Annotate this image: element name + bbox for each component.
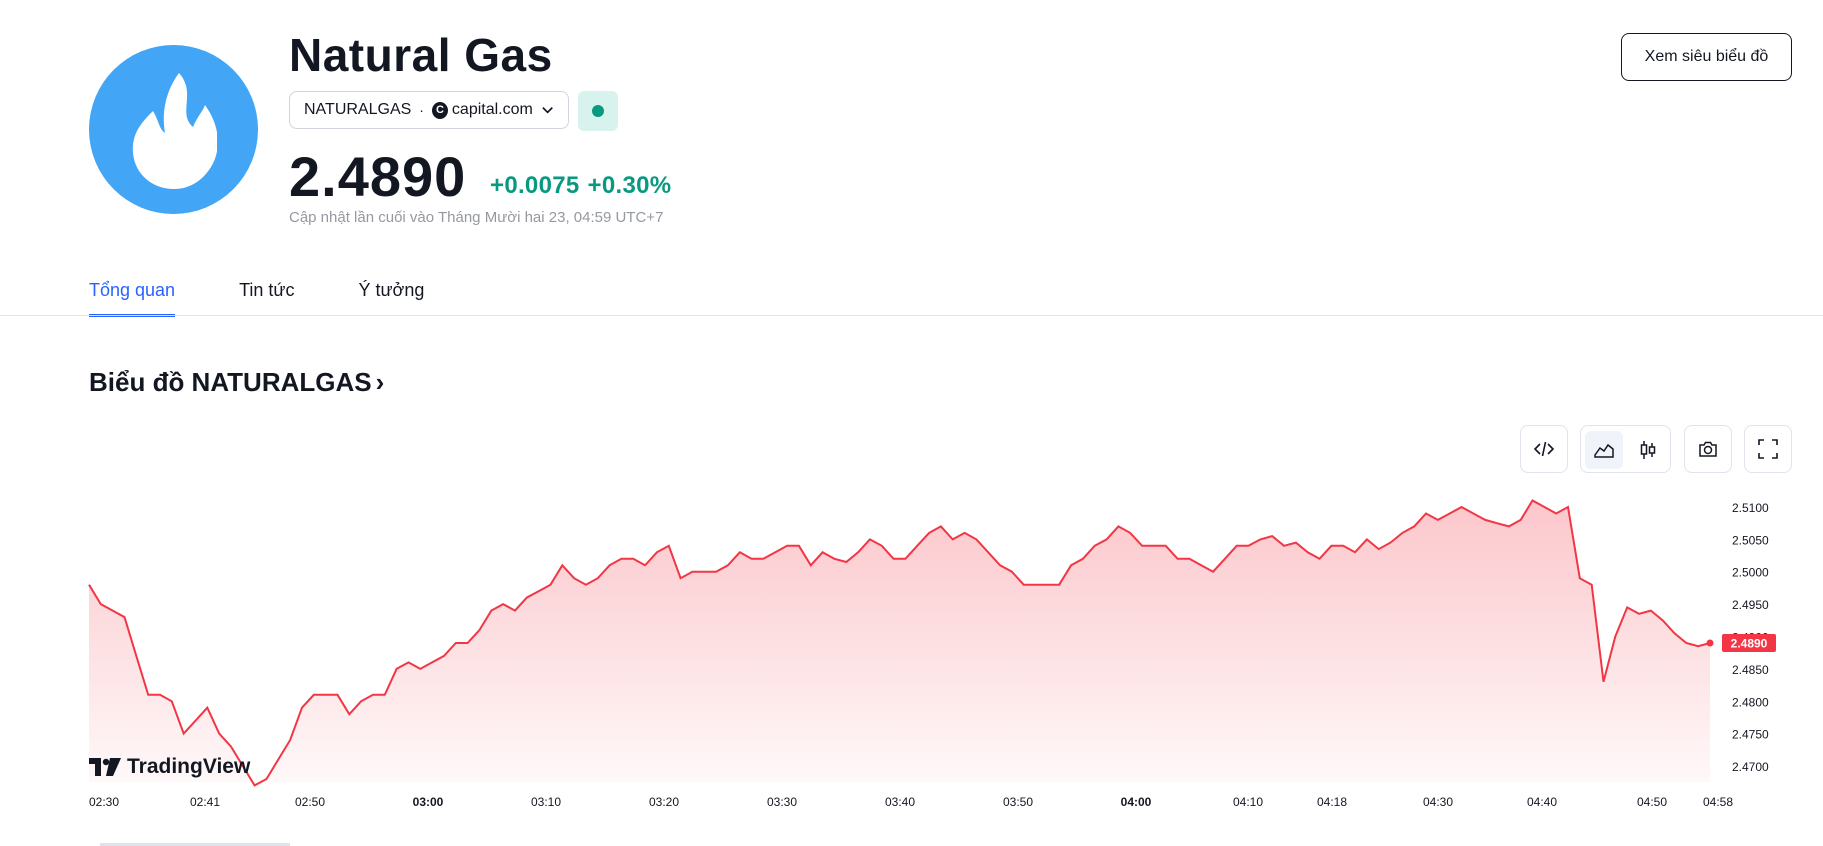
fullscreen-button[interactable]	[1744, 425, 1792, 473]
y-tick-label: 2.4750	[1732, 728, 1769, 742]
x-tick-label: 04:18	[1317, 795, 1347, 809]
scroll-indicator	[100, 843, 290, 846]
y-tick-label: 2.4950	[1732, 598, 1769, 612]
change-absolute: +0.0075	[490, 172, 580, 199]
last-point-marker	[1706, 639, 1714, 647]
capital-com-icon: C	[431, 101, 448, 119]
x-tick-label: 04:40	[1527, 795, 1557, 809]
y-tick-label: 2.5000	[1732, 566, 1769, 580]
price-change: +0.0075 +0.30%	[490, 172, 671, 200]
x-tick-label: 04:00	[1121, 795, 1152, 809]
last-value-badge	[1722, 634, 1776, 652]
tradingview-logo-icon	[89, 758, 121, 776]
separator-dot: ·	[419, 102, 424, 118]
flame-icon	[132, 72, 217, 189]
x-tick-label: 04:30	[1423, 795, 1453, 809]
tradingview-label: TradingView	[127, 755, 251, 778]
price-line	[88, 499, 1711, 787]
y-tick-label: 2.4850	[1732, 663, 1769, 677]
x-tick-label: 04:50	[1637, 795, 1667, 809]
x-tick-label: 03:00	[413, 795, 444, 809]
y-tick-label: 2.5100	[1732, 501, 1769, 515]
candlestick-icon	[1640, 441, 1656, 459]
area-chart-icon	[1594, 443, 1614, 458]
tab-divider	[0, 315, 1823, 316]
embed-code-icon	[1533, 441, 1555, 457]
x-tick-label: 03:10	[531, 795, 561, 809]
snapshot-button[interactable]	[1684, 425, 1732, 473]
y-tick-label: 2.4700	[1732, 760, 1769, 774]
market-status-badge[interactable]	[578, 91, 618, 131]
change-percent: +0.30%	[587, 172, 672, 199]
tab-news[interactable]: Tin tức	[239, 280, 295, 300]
chevron-down-icon	[542, 107, 553, 114]
embed-code-button[interactable]	[1520, 425, 1568, 473]
exchange-label: capital.com	[451, 101, 533, 118]
area-chart-button[interactable]	[1585, 431, 1623, 469]
camera-icon	[1699, 441, 1717, 457]
x-tick-label: 02:50	[295, 795, 325, 809]
natural-gas-logo	[89, 45, 258, 214]
tab-overview[interactable]: Tổng quan	[89, 280, 176, 317]
chevron-right-icon: ›	[375, 367, 385, 397]
view-supercharts-button[interactable]: Xem siêu biểu đồ	[1621, 33, 1792, 81]
x-tick-label: 03:50	[1003, 795, 1033, 809]
symbol-label: NATURALGAS	[304, 101, 412, 118]
candlestick-chart-button[interactable]	[1629, 431, 1667, 469]
y-tick-label: 2.5050	[1732, 533, 1769, 547]
price-area-fill	[89, 500, 1710, 786]
chart-heading-text: Biểu đồ NATURALGAS	[89, 367, 372, 397]
x-tick-label: 04:10	[1233, 795, 1263, 809]
fullscreen-icon	[1758, 439, 1778, 459]
x-tick-label: 02:30	[89, 795, 119, 809]
x-tick-label: 02:41	[190, 795, 220, 809]
y-tick-label: 2.4800	[1732, 695, 1769, 709]
last-value-label: 2.4890	[1731, 637, 1768, 651]
tab-bar: Tổng quan Tin tức Ý tưởng	[89, 280, 425, 317]
market-open-dot	[592, 105, 604, 117]
tab-ideas[interactable]: Ý tưởng	[358, 280, 425, 300]
last-update-time: Cập nhật lần cuối vào Tháng Mười hai 23,…	[289, 209, 664, 226]
chart-style-switcher	[1580, 425, 1671, 473]
x-tick-label: 03:20	[649, 795, 679, 809]
price-chart[interactable]: 2.51002.50502.50002.49502.49002.48502.48…	[0, 480, 1823, 820]
page-title: Natural Gas	[289, 29, 553, 81]
tradingview-branding[interactable]: TradingView	[89, 755, 250, 779]
last-price: 2.4890	[289, 145, 467, 208]
x-tick-label: 03:40	[885, 795, 915, 809]
chart-section-heading[interactable]: Biểu đồ NATURALGAS ›	[89, 367, 384, 398]
symbol-exchange-selector[interactable]: NATURALGAS · C capital.com	[289, 91, 569, 129]
x-tick-label: 03:30	[767, 795, 797, 809]
x-tick-label: 04:58	[1703, 795, 1733, 809]
